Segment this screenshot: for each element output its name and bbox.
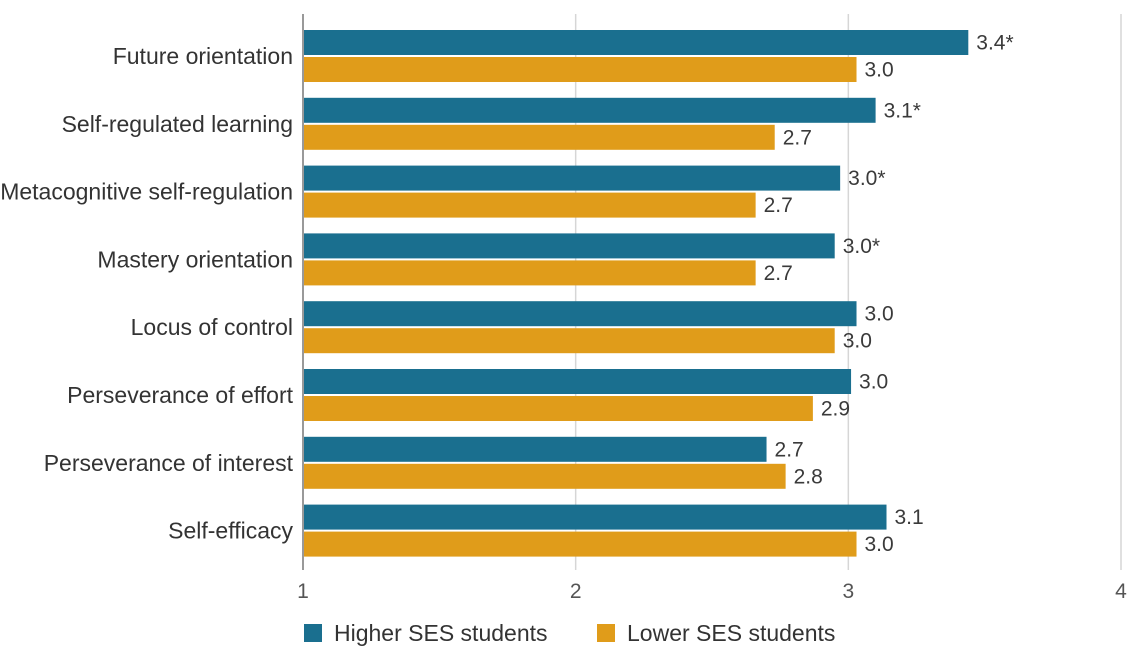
data-label: 3.4* <box>976 32 1013 55</box>
data-label: 3.1 <box>895 506 924 529</box>
legend-swatch <box>597 624 615 642</box>
x-tick-label: 1 <box>297 580 309 603</box>
bar-higher-ses <box>303 436 767 462</box>
x-tick-label: 4 <box>1115 580 1127 603</box>
data-label: 3.0 <box>865 533 894 556</box>
bar-lower-ses <box>303 192 756 218</box>
bar-higher-ses <box>303 233 835 259</box>
bar-lower-ses <box>303 463 786 489</box>
value-labels: 3.4* 3.0 3.1* 2.7 3.0* 2.7 3.0* 2.7 3.0 3.0 3.0 2.9… <box>764 32 1014 557</box>
data-label: 2.8 <box>794 465 823 488</box>
bar-higher-ses <box>303 369 852 394</box>
legend-label: Lower SES students <box>627 620 835 646</box>
x-tick-label: 2 <box>570 580 582 603</box>
category-label: Perseverance of interest <box>44 450 294 476</box>
bar-higher-ses <box>303 301 857 327</box>
data-label: 3.1* <box>884 99 921 122</box>
data-label: 3.0* <box>843 235 880 258</box>
category-labels: Future orientation Self-regulated learnin… <box>0 43 293 544</box>
data-label: 3.0* <box>848 167 885 190</box>
data-label: 3.0 <box>859 371 888 394</box>
data-label: 2.7 <box>764 194 793 217</box>
x-tick-label: 3 <box>842 580 854 603</box>
data-label: 2.7 <box>783 126 812 149</box>
x-axis-ticks: 1 2 3 4 <box>297 580 1127 603</box>
data-label: 2.9 <box>821 398 850 421</box>
category-label: Self-regulated learning <box>62 111 293 137</box>
legend-swatch <box>304 624 322 642</box>
data-label: 2.7 <box>764 262 793 285</box>
bar-lower-ses <box>303 531 857 557</box>
bar-lower-ses <box>303 260 756 286</box>
category-label: Mastery orientation <box>97 246 293 272</box>
legend: Higher SES students Lower SES students <box>304 620 835 646</box>
bar-lower-ses <box>303 396 813 421</box>
data-label: 3.0 <box>843 330 872 353</box>
category-label: Perseverance of effort <box>67 382 293 408</box>
legend-label: Higher SES students <box>334 620 548 646</box>
bar-lower-ses <box>303 57 857 82</box>
data-label: 3.0 <box>865 303 894 326</box>
data-label: 3.0 <box>865 59 894 82</box>
bar-lower-ses <box>303 124 775 150</box>
bars <box>303 30 969 557</box>
bar-higher-ses <box>303 504 887 530</box>
category-label: Future orientation <box>113 43 293 69</box>
bar-higher-ses <box>303 165 841 191</box>
category-label: Self-efficacy <box>168 518 293 544</box>
bar-lower-ses <box>303 328 835 354</box>
category-label: Metacognitive self-regulation <box>0 179 293 205</box>
bar-higher-ses <box>303 97 876 123</box>
category-label: Locus of control <box>131 314 293 340</box>
bar-higher-ses <box>303 30 969 55</box>
data-label: 2.7 <box>775 438 804 461</box>
